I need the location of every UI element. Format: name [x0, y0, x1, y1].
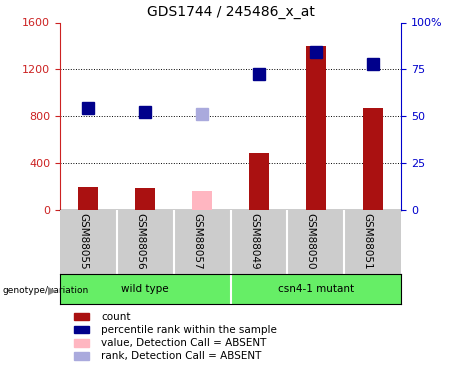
Text: GSM88049: GSM88049: [249, 213, 259, 270]
Bar: [192, 191, 212, 210]
Text: value, Detection Call = ABSENT: value, Detection Call = ABSENT: [101, 338, 267, 348]
Text: percentile rank within the sample: percentile rank within the sample: [101, 325, 278, 334]
Text: wild type: wild type: [121, 284, 169, 294]
Text: count: count: [101, 312, 131, 321]
Title: GDS1744 / 245486_x_at: GDS1744 / 245486_x_at: [147, 5, 314, 19]
Text: ▶: ▶: [48, 286, 57, 296]
Bar: [306, 46, 326, 210]
Bar: [135, 188, 155, 210]
Text: GSM88055: GSM88055: [78, 213, 89, 270]
Bar: [363, 108, 383, 210]
Bar: [249, 153, 269, 210]
Text: genotype/variation: genotype/variation: [2, 286, 89, 295]
Bar: [78, 187, 98, 210]
Text: csn4-1 mutant: csn4-1 mutant: [278, 284, 354, 294]
Text: GSM88057: GSM88057: [192, 213, 202, 270]
Text: GSM88051: GSM88051: [363, 213, 372, 270]
Text: rank, Detection Call = ABSENT: rank, Detection Call = ABSENT: [101, 351, 262, 361]
Text: GSM88056: GSM88056: [135, 213, 145, 270]
Text: GSM88050: GSM88050: [306, 213, 316, 270]
